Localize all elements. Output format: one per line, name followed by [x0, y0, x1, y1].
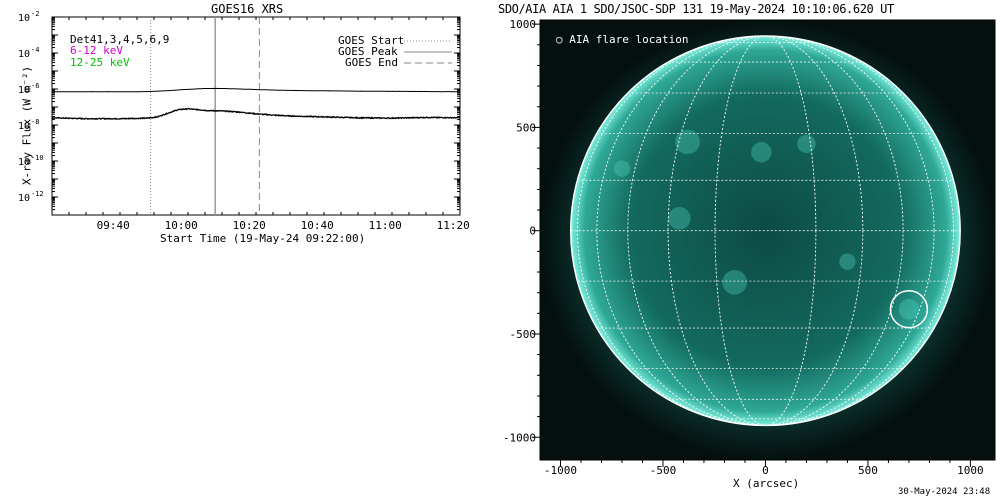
energy-band-12-25: 12-25 keV — [70, 56, 130, 69]
active-region — [668, 207, 691, 230]
y-tick-label: 10 — [18, 13, 30, 24]
aia-y-tick-label: 0 — [529, 225, 536, 238]
active-region — [839, 253, 856, 270]
legend-goes-end: GOES End — [345, 56, 398, 69]
y-tick-label: 10 — [18, 85, 30, 96]
active-region — [797, 134, 816, 154]
aia-y-tick-label: -1000 — [503, 431, 536, 444]
y-tick-exponent: -6 — [31, 82, 39, 90]
aia-y-tick-label: 1000 — [510, 18, 537, 31]
y-tick-label: 10 — [18, 193, 30, 204]
active-region — [675, 129, 700, 155]
active-region — [898, 298, 920, 320]
active-region — [751, 141, 772, 163]
x-tick-label: 09:40 — [97, 219, 130, 232]
y-tick-label: 10 — [18, 49, 30, 60]
solar-disk — [570, 35, 961, 426]
flare-location-marker — [889, 290, 929, 329]
series-line-upper — [52, 87, 460, 93]
y-tick-exponent: -2 — [31, 10, 39, 18]
y-tick-label: 10 — [18, 157, 30, 168]
aia-x-tick-label: 1000 — [957, 464, 984, 477]
y-tick-exponent: -12 — [31, 190, 44, 198]
goes-chart-title: GOES16 XRS — [211, 2, 284, 16]
aia-y-tick-label: 500 — [516, 121, 536, 134]
aia-y-tick-label: -500 — [510, 328, 537, 341]
legend-goes-start: GOES Start — [338, 34, 405, 47]
x-tick-label: 10:20 — [233, 219, 266, 232]
y-tick-label: 10 — [18, 121, 30, 132]
detector-label: Det41,3,4,5,6,9 — [70, 33, 170, 46]
y-tick-exponent: -10 — [31, 154, 44, 162]
flare-legend-label: AIA flare location — [569, 33, 689, 46]
goes-y-axis-label: X-ray Flux (W m⁻²) — [20, 65, 34, 186]
x-tick-label: 11:20 — [437, 219, 470, 232]
aia-x-tick-label: -500 — [650, 464, 677, 477]
series-line-lower — [51, 107, 460, 121]
legend-goes-peak: GOES Peak — [338, 45, 398, 58]
y-tick-exponent: -4 — [31, 46, 39, 54]
aia-plot-frame — [539, 19, 996, 461]
goes-x-axis-label: Start Time (19-May-24 09:22:00) — [160, 232, 366, 245]
aia-x-tick-label: 0 — [762, 464, 769, 477]
aia-image: -1000 -500 0 500 1000 1000 500 0 -500 -1000 — [503, 18, 996, 477]
x-tick-label: 10:00 — [165, 219, 198, 232]
active-region — [613, 160, 631, 177]
flare-legend-circle-icon: ○ — [556, 33, 563, 46]
solar-limb — [569, 35, 961, 427]
y-tick-exponent: -8 — [31, 118, 39, 126]
aia-x-axis-label: X (arcsec) — [733, 477, 800, 490]
x-tick-label: 10:40 — [301, 219, 334, 232]
active-region — [722, 270, 748, 295]
aia-image-title: SDO/AIA AIA_1 SDO/JSOC-SDP 131 19-May-20… — [498, 3, 894, 15]
aia-x-tick-label: -1000 — [544, 464, 577, 477]
aia-flare-legend: ○ AIA flare location — [556, 34, 688, 45]
x-tick-label: 11:00 — [369, 219, 402, 232]
aia-x-tick-label: 500 — [858, 464, 878, 477]
energy-band-6-12: 6-12 keV — [70, 44, 123, 57]
timestamp: 30-May-2024 23:48 — [898, 487, 991, 497]
